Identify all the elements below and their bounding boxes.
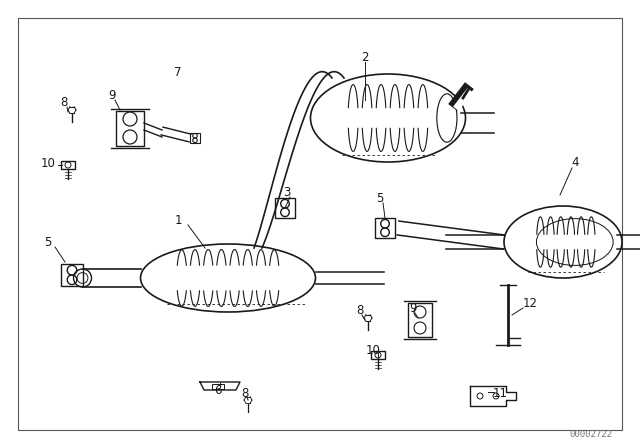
Text: 1: 1 (174, 214, 182, 227)
Bar (212, 384, 224, 389)
Bar (189, 133, 200, 143)
Text: 8: 8 (241, 387, 249, 400)
Text: 4: 4 (572, 155, 579, 168)
Bar (408, 303, 432, 337)
Bar (375, 218, 396, 238)
Text: 8: 8 (60, 95, 68, 108)
Text: 9: 9 (409, 302, 417, 314)
Text: 8: 8 (356, 303, 364, 316)
Bar (61, 263, 83, 286)
Bar (61, 161, 75, 169)
Text: 2: 2 (361, 51, 369, 64)
Text: 3: 3 (284, 185, 291, 198)
Bar (275, 198, 295, 218)
Bar (371, 351, 385, 359)
Text: 10: 10 (40, 156, 56, 169)
Text: 9: 9 (108, 89, 116, 102)
Text: 10: 10 (365, 344, 380, 357)
Text: 7: 7 (174, 65, 182, 78)
Text: 5: 5 (376, 191, 384, 204)
Text: 6: 6 (214, 383, 221, 396)
Text: 11: 11 (493, 387, 508, 400)
Text: 12: 12 (522, 297, 538, 310)
Text: 00002722: 00002722 (570, 430, 612, 439)
Text: 5: 5 (44, 236, 52, 249)
Bar (116, 111, 144, 146)
